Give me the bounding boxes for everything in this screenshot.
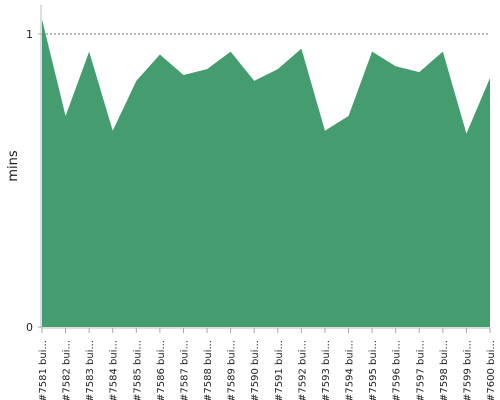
x-tick-label: #7586 bui... xyxy=(156,340,167,400)
y-tick-label: 0 xyxy=(26,321,33,334)
x-tick-label: #7596 bui... xyxy=(392,340,403,400)
x-tick-label: #7581 bui... xyxy=(38,340,49,400)
x-tick-label: #7585 bui... xyxy=(132,340,143,400)
x-tick-label: #7589 bui... xyxy=(227,340,238,400)
x-tick-label: #7593 bui... xyxy=(321,340,332,400)
y-axis-label: mins xyxy=(6,150,21,182)
x-tick-label: #7587 bui... xyxy=(179,340,190,400)
x-tick-label: #7598 bui... xyxy=(439,340,450,400)
x-tick-label: #7583 bui... xyxy=(85,340,96,400)
x-tick-label: #7597 bui... xyxy=(415,340,426,400)
x-tick-label: #7588 bui... xyxy=(203,340,214,400)
x-tick-label: #7592 bui... xyxy=(297,340,308,400)
x-tick-label: #7584 bui... xyxy=(109,340,120,400)
x-tick-label: #7595 bui... xyxy=(368,340,379,400)
x-tick-label: #7590 bui... xyxy=(250,340,261,400)
x-tick-label: #7594 bui... xyxy=(345,340,356,400)
x-tick-label: #7582 bui... xyxy=(62,340,73,400)
x-tick-label: #7600 bui... xyxy=(486,340,497,400)
x-tick-label: #7599 bui... xyxy=(462,340,473,400)
x-tick-label: #7591 bui... xyxy=(274,340,285,400)
y-tick-label: 1 xyxy=(26,28,33,41)
area xyxy=(42,19,490,327)
